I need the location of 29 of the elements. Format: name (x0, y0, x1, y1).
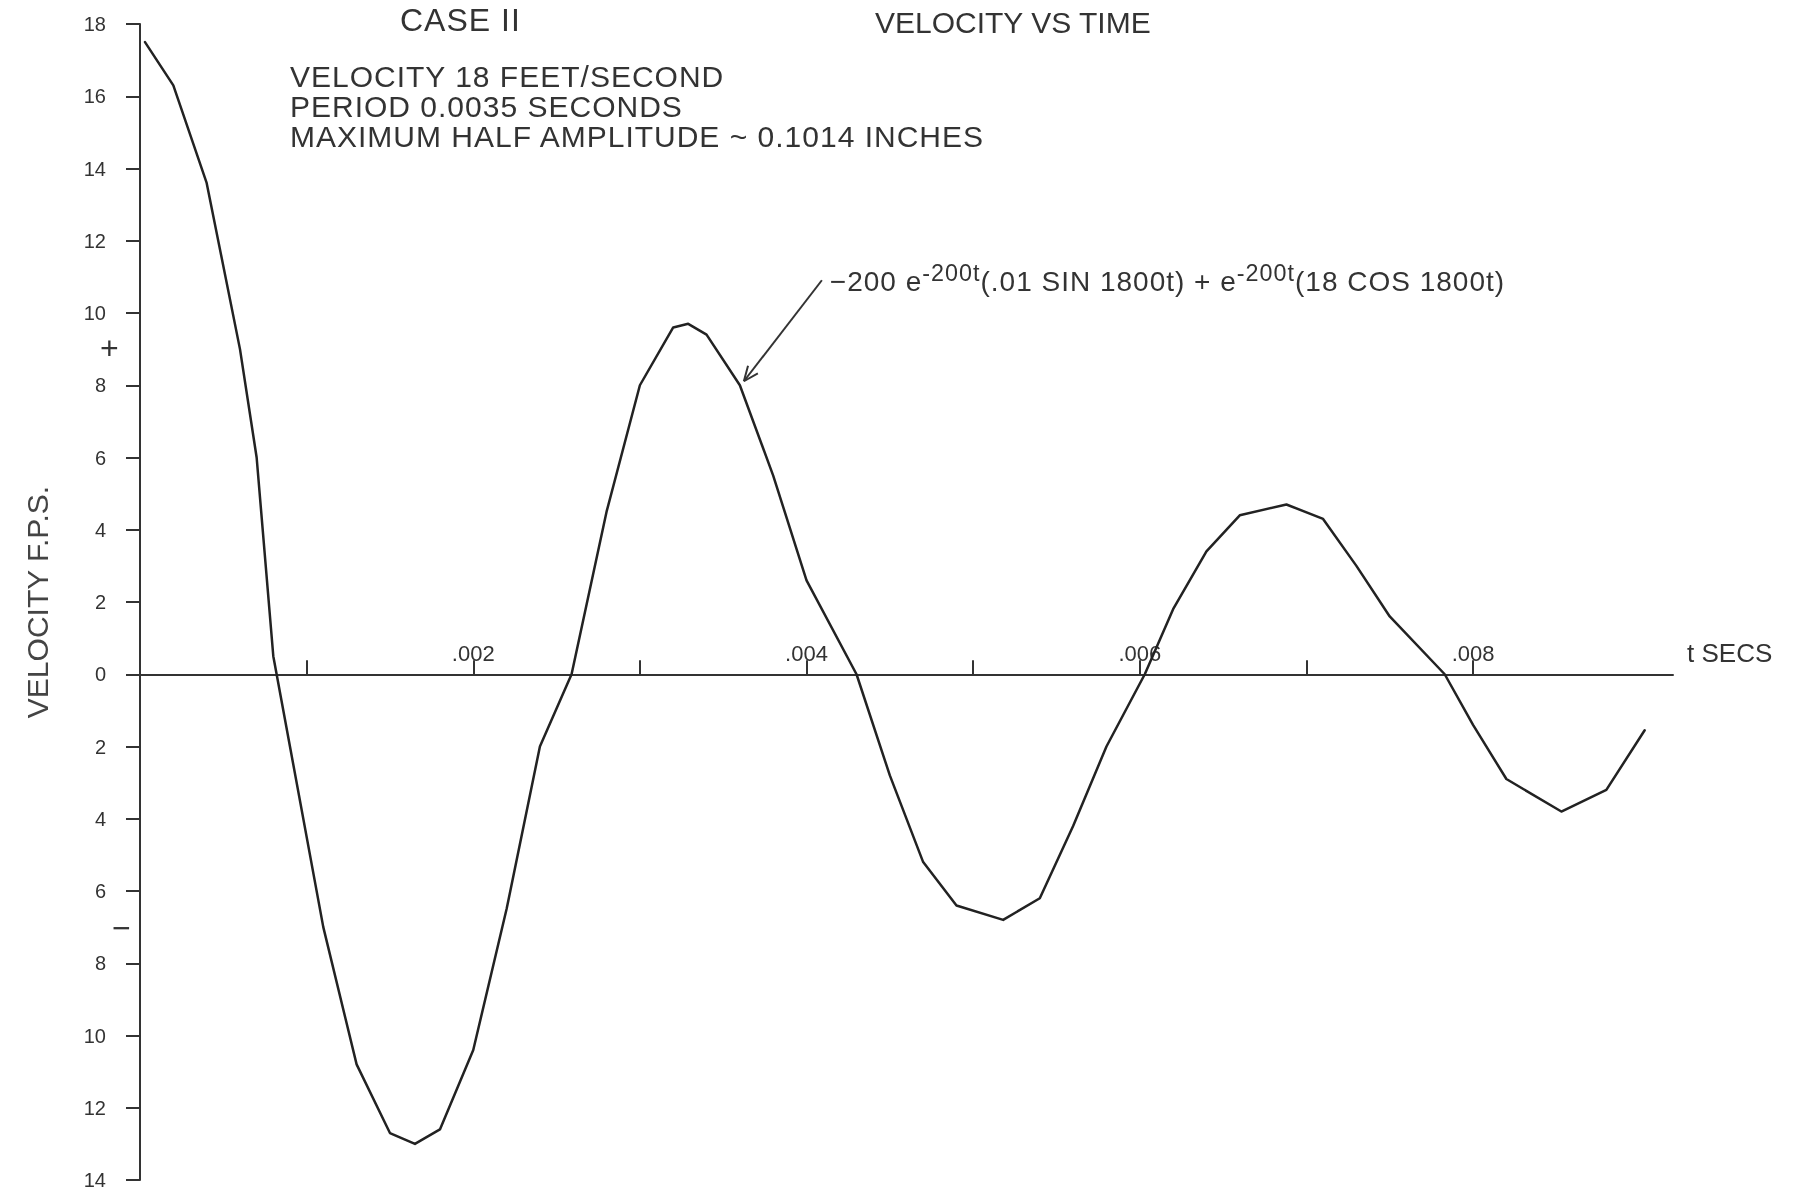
x-tick-label: .008 (1451, 640, 1495, 666)
y-tick-label: 12 (83, 229, 106, 252)
y-tick-label: 18 (83, 13, 106, 35)
y-axis-title: VELOCITY F.P.S. (20, 485, 54, 719)
text: VELOCITY 18 FEET/SECOND PERIOD 0.0035 SECONDS MAXIMUM HALF AMPLITUDE ~ 0.1014 INCHES (290, 60, 985, 153)
y-tick-label: 10 (83, 1024, 106, 1047)
text: − (112, 910, 132, 947)
y-tick-label: 14 (83, 157, 106, 180)
y-tick-label: 0 (94, 663, 106, 686)
y-tick-label: 14 (83, 1169, 106, 1191)
y-tick-label: 2 (94, 735, 106, 758)
line-series (143, 40, 1646, 1146)
y-tick-label: 12 (83, 1096, 106, 1119)
y-tick-label: 4 (94, 518, 106, 541)
y-tick-label: 2 (94, 591, 106, 613)
x-tick-label: .002 (451, 640, 495, 666)
y-tick-label: 16 (83, 85, 106, 108)
y-tick-label: 6 (94, 446, 106, 469)
annotation: −200 e$^{-200t}$(.01 SIN 1800t) + e$^{-200t}$(18 COS 1800t) (829, 260, 1506, 299)
y-tick-label: 8 (94, 952, 106, 975)
text: + (100, 330, 120, 367)
x-axis-title: t SECS (1687, 638, 1773, 669)
y-tick-label: 10 (83, 302, 106, 324)
y-tick-label: 6 (94, 880, 106, 902)
chart-title: VELOCITY VS TIME (875, 5, 1151, 39)
annotation: CASE II (400, 2, 521, 39)
x-tick-label: .004 (785, 640, 828, 666)
y-tick-label: 4 (94, 807, 106, 830)
y-tick-label: 8 (94, 374, 106, 397)
